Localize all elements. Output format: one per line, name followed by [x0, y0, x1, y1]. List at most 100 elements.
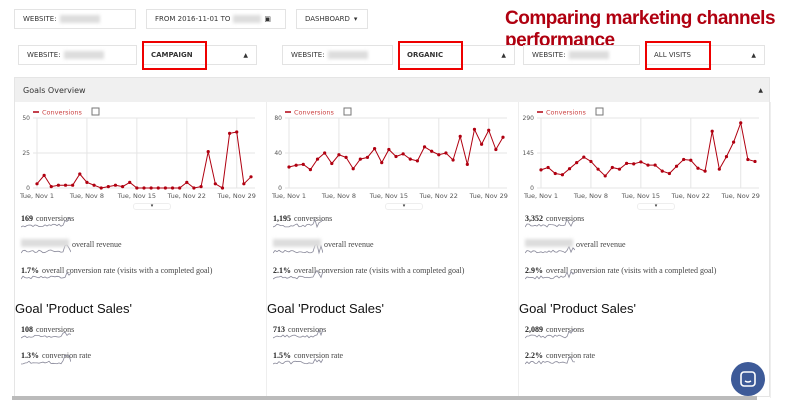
goal-title: Goal 'Product Sales' — [519, 301, 636, 316]
expand-toggle[interactable]: ▾ — [637, 203, 675, 210]
data-point — [582, 156, 585, 159]
dashboard-dropdown[interactable]: DASHBOARD ▾ — [296, 9, 368, 29]
data-point — [668, 172, 671, 175]
sparkline — [21, 328, 71, 342]
data-point — [287, 165, 290, 168]
data-point — [639, 160, 642, 163]
data-point — [157, 186, 160, 189]
y-tick-label: 290 — [523, 115, 535, 122]
channel-column: Conversions 0 40 80 Tue, Nov 1 Tue, Nov 8 Tue,… — [267, 102, 519, 398]
data-point — [689, 159, 692, 162]
data-point — [611, 166, 614, 169]
sparkline — [525, 328, 575, 342]
data-point — [380, 161, 383, 164]
collapse-icon[interactable]: ▲ — [758, 87, 763, 94]
data-point — [171, 186, 174, 189]
highlight-box — [142, 41, 207, 70]
y-tick-label: 0 — [278, 185, 282, 192]
data-point — [618, 168, 621, 171]
website-filter[interactable]: WEBSITE: — [282, 45, 393, 65]
date-range-picker[interactable]: FROM 2016-11-01 TO ▣ — [146, 9, 286, 29]
x-tick-label: Tue, Nov 1 — [523, 192, 558, 200]
website-filter[interactable]: WEBSITE: — [18, 45, 137, 65]
website-label: WEBSITE: — [23, 15, 57, 23]
data-point — [359, 158, 362, 161]
highlight-box — [398, 41, 463, 70]
data-point — [366, 156, 369, 159]
sparkline — [525, 269, 575, 283]
sparkline — [273, 217, 323, 231]
data-point — [703, 170, 706, 173]
website-filter[interactable]: WEBSITE: — [523, 45, 640, 65]
chat-button[interactable] — [731, 362, 765, 396]
data-point — [199, 185, 202, 188]
website-selector[interactable]: WEBSITE: — [14, 9, 136, 29]
data-point — [316, 158, 319, 161]
expand-toggle[interactable]: ▾ — [385, 203, 423, 210]
data-point — [214, 182, 217, 185]
legend-label: Conversions — [42, 109, 82, 117]
goal-conversions: 713 conversions — [273, 324, 513, 336]
data-point — [696, 167, 699, 170]
data-point — [711, 130, 714, 133]
export-icon[interactable] — [596, 108, 603, 115]
panel-header[interactable]: Goals Overview ▲ — [15, 78, 769, 102]
data-point — [78, 172, 81, 175]
x-tick-label: Tue, Nov 29 — [217, 192, 256, 200]
data-point — [114, 184, 117, 187]
metric-conversions: 169 conversions — [21, 213, 261, 225]
x-tick-label: Tue, Nov 8 — [69, 192, 104, 200]
segment-icon: ▲ — [243, 52, 248, 59]
metric-conversion-rate: 2.1% overall conversion rate (visits with… — [273, 265, 513, 277]
export-icon[interactable] — [344, 108, 351, 115]
sparkline — [273, 269, 323, 283]
data-point — [718, 168, 721, 171]
data-point — [57, 184, 60, 187]
data-point — [142, 186, 145, 189]
metric-conversions: 3,352 conversions — [525, 213, 765, 225]
data-point — [625, 162, 628, 165]
data-point — [487, 129, 490, 132]
calendar-icon: ▣ — [264, 15, 271, 23]
label: overall revenue — [324, 239, 374, 251]
data-point — [596, 168, 599, 171]
goal-conversion-rate: 1.5% conversion rate — [273, 350, 513, 362]
data-point — [661, 170, 664, 173]
sparkline — [21, 217, 71, 231]
y-tick-label: 145 — [523, 150, 535, 157]
data-point — [352, 167, 355, 170]
conversions-chart: Conversions02550Tue, Nov 1 Tue, Nov 8 Tue,… — [15, 106, 267, 208]
goal-conversion-rate: 1.3% conversion rate — [21, 350, 261, 362]
series-line — [289, 129, 503, 169]
data-point — [164, 186, 167, 189]
conversions-chart: Conversions 0 40 80 Tue, Nov 1 Tue, Nov 8 Tue,… — [267, 106, 519, 208]
dashboard-label: DASHBOARD — [305, 15, 350, 23]
label: overall revenue — [72, 239, 122, 251]
data-point — [344, 156, 347, 159]
data-point — [561, 173, 564, 176]
sparkline — [525, 354, 575, 368]
horizontal-scrollbar[interactable] — [12, 396, 757, 400]
data-point — [295, 164, 298, 167]
data-point — [43, 174, 46, 177]
data-point — [575, 161, 578, 164]
date-label: FROM 2016-11-01 TO — [155, 15, 230, 23]
data-point — [92, 184, 95, 187]
data-point — [150, 186, 153, 189]
metric-revenue: overall revenue — [21, 239, 261, 251]
x-tick-label: Tue, Nov 22 — [419, 192, 458, 200]
data-point — [547, 166, 550, 169]
data-point — [394, 155, 397, 158]
y-tick-label: 0 — [26, 185, 30, 192]
export-icon[interactable] — [92, 108, 99, 115]
data-point — [682, 158, 685, 161]
sparkline — [273, 354, 323, 368]
x-tick-label: Tue, Nov 1 — [271, 192, 306, 200]
expand-toggle[interactable]: ▾ — [133, 203, 171, 210]
metric-conversions: 1,195 conversions — [273, 213, 513, 225]
data-point — [323, 151, 326, 154]
data-point — [121, 185, 124, 188]
data-point — [35, 182, 38, 185]
data-point — [459, 135, 462, 138]
data-point — [480, 143, 483, 146]
